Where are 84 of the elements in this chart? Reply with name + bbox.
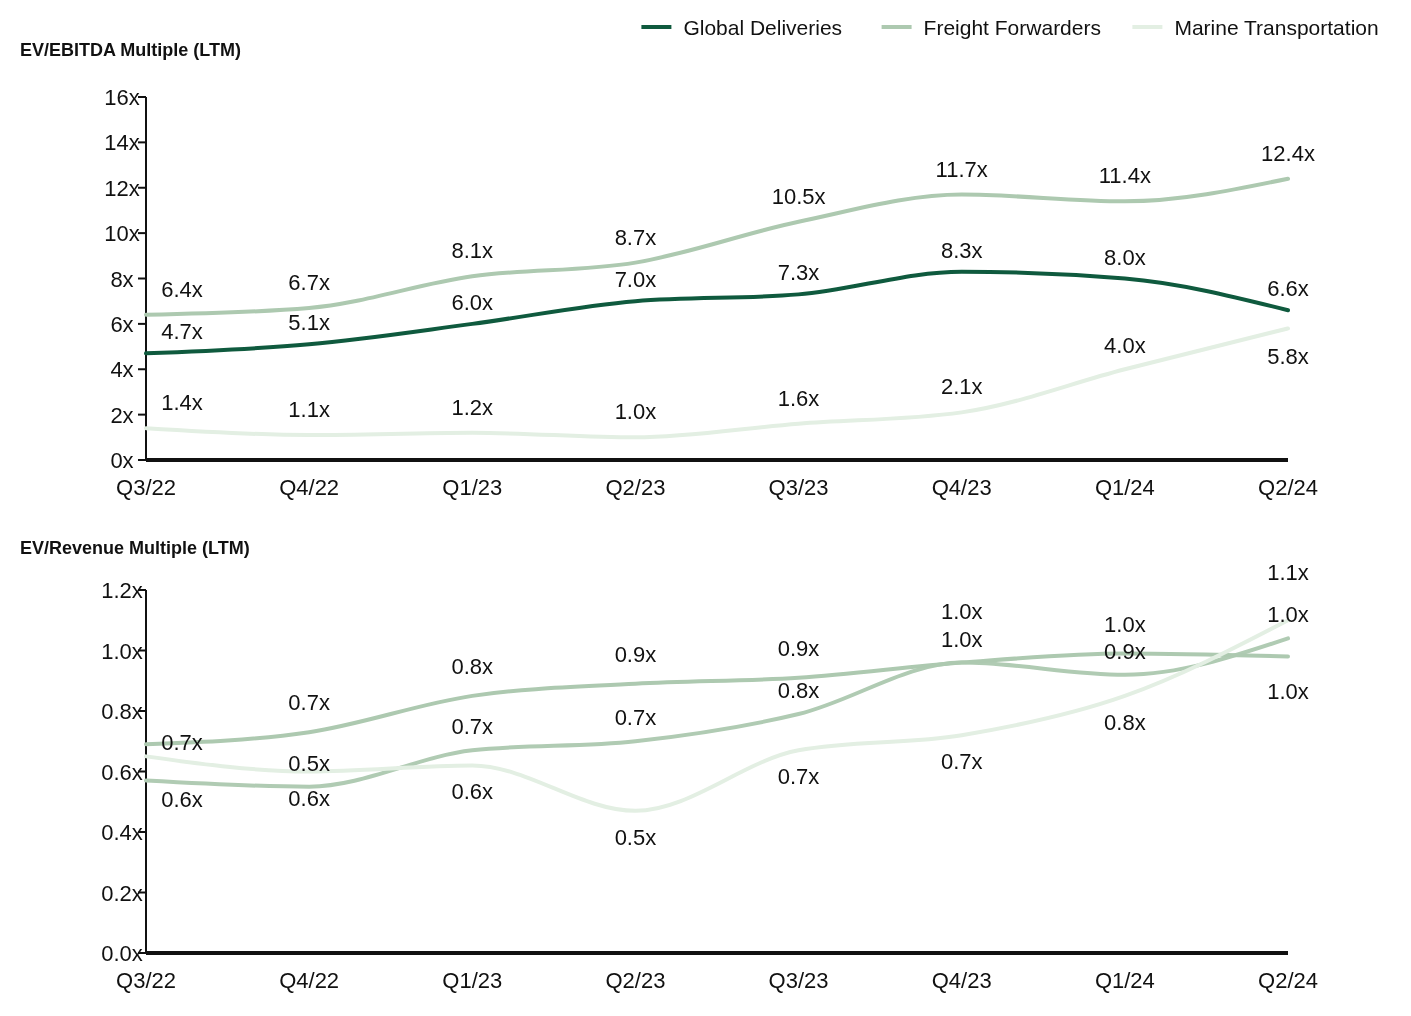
data-label: 1.0x [614,399,657,425]
data-label: 1.1x [288,397,330,423]
y-tick-label: 0.8x [101,699,143,724]
data-label: 5.8x [1267,344,1309,370]
data-label: 11.4x [1098,163,1151,189]
data-label: 1.6x [777,385,820,411]
data-label: 0.6x [451,779,494,805]
x-tick-label: Q2/23 [605,475,666,500]
y-tick-label: 14x [104,130,140,156]
data-label: 1.4x [161,390,203,416]
data-label: 0.5x [614,824,657,850]
x-tick-label: Q2/24 [1258,968,1318,993]
data-label: 8.0x [1104,244,1146,270]
data-label: 4.7x [161,319,203,345]
data-label: 0.7x [451,714,494,740]
chart-title: EV/Revenue Multiple (LTM) [20,538,250,558]
y-tick-label: 0x [110,448,134,473]
data-label: 0.7x [161,730,203,756]
data-label: 0.9x [777,635,820,661]
data-label: 0.9x [1104,638,1146,664]
x-tick-label: Q3/22 [116,968,176,993]
x-tick-label: Q1/23 [442,968,503,993]
data-label: 12.4x [1261,140,1315,166]
y-tick-label: 12x [104,175,140,201]
x-tick-label: Q1/24 [1094,475,1155,500]
data-label: 8.7x [614,224,657,250]
chart-title: EV/EBITDA Multiple (LTM) [20,40,241,60]
x-tick-label: Q1/24 [1094,968,1155,993]
y-tick-label: 2x [110,402,134,428]
y-tick-label: 6x [110,311,134,337]
x-tick-label: Q2/23 [605,968,666,993]
data-label: 1.0x [1267,602,1309,628]
y-tick-label: 8x [110,266,134,292]
data-label: 6.0x [451,289,494,315]
y-tick-label: 16x [104,85,140,110]
data-label: 0.7x [940,749,983,775]
y-tick-label: 4x [110,357,134,383]
data-label: 0.7x [288,690,330,716]
x-tick-label: Q4/22 [279,475,340,500]
y-tick-label: 0.4x [101,820,143,845]
data-label: 0.9x [614,641,657,667]
data-label: 0.8x [777,678,820,704]
data-label: 8.3x [940,237,983,263]
data-label: 7.0x [614,267,657,293]
x-tick-label: Q3/23 [768,968,829,993]
data-label: 7.3x [777,260,820,286]
data-label: 10.5x [771,183,826,209]
data-label: 1.0x [1104,611,1146,637]
y-tick-label: 0.6x [101,759,143,785]
data-label: 1.0x [940,598,983,624]
x-tick-label: Q3/23 [768,475,829,500]
data-label: 1.1x [1267,560,1309,586]
data-label: 6.6x [1267,276,1309,302]
legend-label: Freight Forwarders [923,16,1101,39]
x-tick-label: Q3/22 [116,475,176,500]
x-tick-label: Q4/23 [931,968,992,993]
x-tick-label: Q1/23 [442,475,503,500]
x-tick-label: Q4/22 [279,968,340,993]
y-tick-label: 10x [104,221,140,247]
data-label: 4.0x [1104,333,1146,359]
data-label: 1.2x [451,394,494,420]
data-label: 0.8x [451,653,494,679]
data-label: 6.4x [161,276,203,302]
y-tick-label: 0.2x [101,880,143,906]
data-label: 6.7x [288,269,330,295]
data-label: 11.7x [935,156,988,182]
data-label: 2.1x [940,374,983,400]
y-tick-label: 1.0x [101,638,143,664]
data-label: 5.1x [288,310,330,336]
data-label: 1.0x [1267,678,1309,704]
data-label: 0.6x [288,785,330,811]
legend-label: Global Deliveries [683,16,843,39]
y-tick-label: 1.2x [101,578,143,603]
data-label: 0.6x [161,786,203,812]
y-tick-label: 0.0x [101,941,143,966]
data-label: 1.0x [940,626,983,652]
data-label: 0.7x [614,705,657,731]
x-tick-label: Q2/24 [1258,475,1318,500]
data-label: 8.1x [451,238,494,264]
data-label: 0.5x [288,750,330,776]
data-label: 0.8x [1104,709,1146,735]
data-label: 0.7x [777,764,820,790]
legend-label: Marine Transportation [1174,16,1379,39]
x-tick-label: Q4/23 [931,475,992,500]
